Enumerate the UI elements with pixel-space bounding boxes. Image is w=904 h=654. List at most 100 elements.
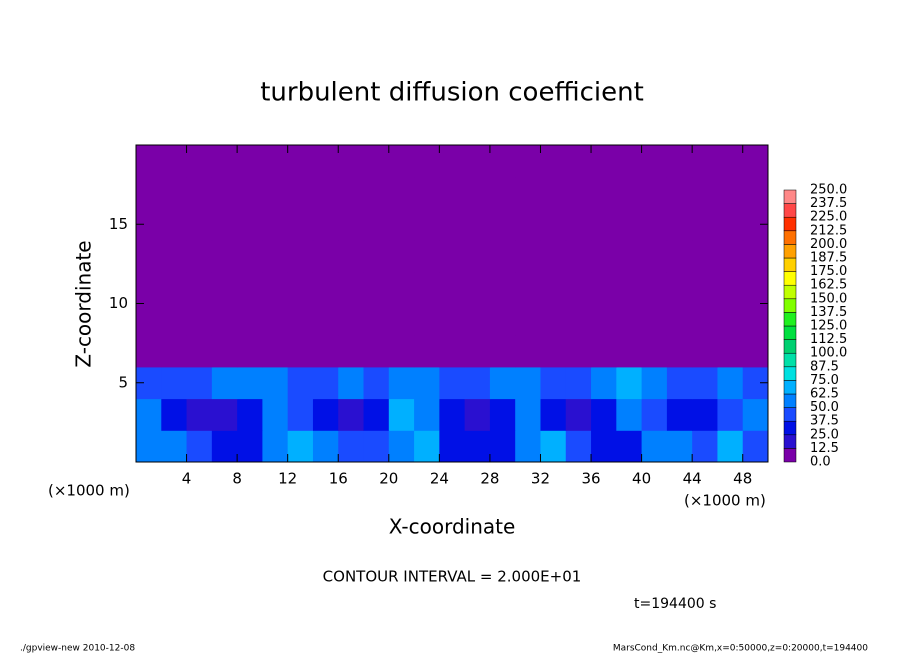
colorbar-swatch	[783, 407, 797, 422]
cell	[692, 240, 718, 273]
cell	[641, 176, 668, 209]
cell	[489, 240, 516, 273]
cell	[136, 176, 162, 209]
colorbar-swatch	[783, 216, 797, 232]
cell	[666, 303, 693, 336]
cell	[287, 366, 314, 400]
cell	[515, 398, 541, 431]
cell	[287, 335, 314, 368]
cell	[237, 208, 263, 241]
chart-title: turbulent diffusion coefficient	[260, 78, 644, 108]
cell	[464, 398, 491, 431]
cell	[692, 430, 718, 463]
cell	[388, 271, 415, 304]
footer-left: ./gpview-new 2010-12-08	[20, 644, 135, 654]
colorbar-label: 75.0	[810, 373, 839, 388]
cell	[161, 430, 188, 463]
cell	[616, 335, 643, 368]
cell	[464, 430, 491, 463]
x-tick-label: 24	[430, 470, 449, 488]
cell	[237, 240, 263, 273]
x-unit: (×1000 m)	[684, 492, 766, 510]
cell	[565, 335, 592, 368]
cell	[414, 240, 440, 273]
colorbar-label: 225.0	[810, 210, 847, 225]
cell	[363, 176, 390, 209]
cell	[489, 398, 516, 431]
cell	[515, 145, 541, 178]
cell	[186, 271, 213, 304]
cell	[439, 208, 466, 241]
cell	[565, 240, 592, 273]
cell	[666, 208, 693, 241]
x-tick-label: 48	[733, 470, 752, 488]
cell	[287, 271, 314, 304]
cell	[262, 303, 289, 336]
cell	[363, 398, 390, 431]
cell	[237, 335, 263, 368]
cell	[717, 271, 744, 304]
cell	[161, 335, 188, 368]
colorbar-label: 37.5	[810, 414, 839, 429]
colorbar-swatch	[783, 189, 797, 204]
cell	[312, 430, 339, 463]
cell	[161, 145, 188, 178]
x-tick-label: 16	[329, 470, 348, 488]
cell	[237, 176, 263, 209]
cell	[742, 145, 769, 178]
colorbar-swatch	[783, 298, 797, 313]
cell	[338, 208, 365, 241]
x-tick-label: 20	[379, 470, 398, 488]
cell	[666, 430, 693, 463]
cell	[692, 398, 718, 431]
cell	[641, 430, 668, 463]
x-tick-label: 36	[581, 470, 600, 488]
cell	[591, 271, 617, 304]
cell	[515, 430, 541, 463]
cell	[515, 176, 541, 209]
cell	[237, 145, 263, 178]
cell	[211, 176, 238, 209]
cell	[742, 430, 769, 463]
cell	[287, 176, 314, 209]
y-tick-label: 10	[109, 294, 128, 312]
cell	[464, 366, 491, 400]
cell	[237, 366, 263, 400]
cell	[211, 303, 238, 336]
cell	[666, 271, 693, 304]
cell	[262, 366, 289, 400]
cell	[262, 430, 289, 463]
cell	[363, 430, 390, 463]
cell	[414, 430, 440, 463]
cell	[388, 145, 415, 178]
colorbar-label: 100.0	[810, 346, 847, 361]
cell	[161, 271, 188, 304]
cell	[641, 366, 668, 400]
colorbar-swatch	[783, 325, 797, 340]
cell	[641, 271, 668, 304]
cell	[388, 176, 415, 209]
colorbar-swatch	[783, 434, 797, 449]
colorbar-swatch	[783, 339, 797, 354]
cell	[136, 145, 162, 178]
cell	[641, 303, 668, 336]
cell	[161, 366, 188, 400]
cell	[742, 303, 769, 336]
cell	[692, 176, 718, 209]
cell	[540, 271, 567, 304]
cell	[717, 335, 744, 368]
cell	[287, 398, 314, 431]
cell	[742, 335, 769, 368]
cell	[363, 145, 390, 178]
cell	[338, 176, 365, 209]
cell	[287, 303, 314, 336]
cell	[641, 208, 668, 241]
cell	[186, 335, 213, 368]
cell	[515, 271, 541, 304]
cell	[338, 366, 365, 400]
cell	[692, 271, 718, 304]
cell	[388, 430, 415, 463]
cell	[666, 366, 693, 400]
cell	[489, 176, 516, 209]
cell	[414, 335, 440, 368]
